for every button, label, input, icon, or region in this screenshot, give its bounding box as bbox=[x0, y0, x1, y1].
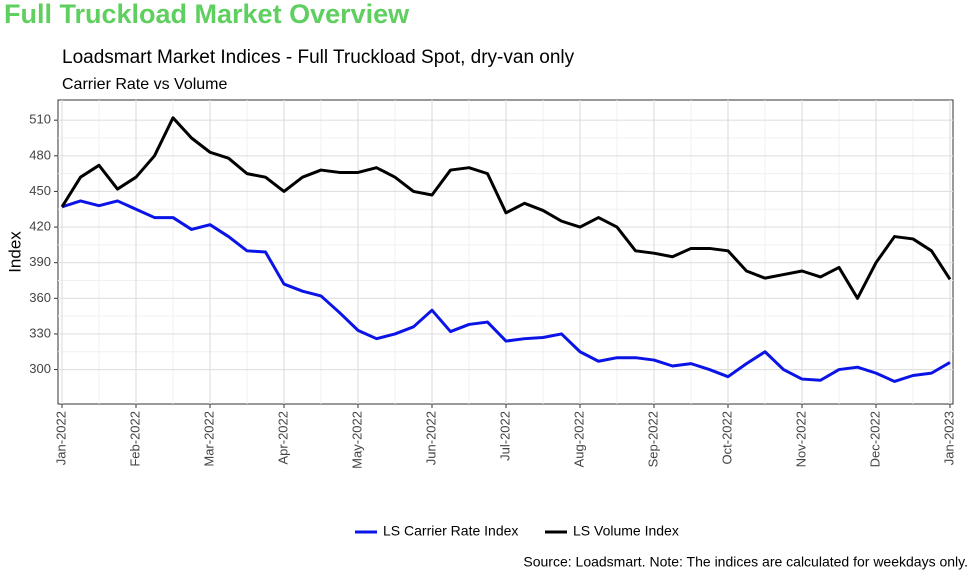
chart-title: Loadsmart Market Indices - Full Truckloa… bbox=[62, 47, 575, 68]
x-tick-label: Nov-2022 bbox=[793, 411, 808, 467]
series-line bbox=[60, 116, 952, 300]
x-tick-label: Aug-2022 bbox=[571, 411, 586, 467]
x-tick-label: Sep-2022 bbox=[645, 411, 660, 467]
chart-subtitle: Carrier Rate vs Volume bbox=[62, 76, 227, 93]
x-tick-label: Jan-2022 bbox=[53, 411, 68, 465]
x-tick-label: Oct-2022 bbox=[719, 411, 734, 464]
caption: Source: Loadsmart. Note: The indices are… bbox=[523, 554, 968, 570]
y-axis-label: Index bbox=[5, 231, 24, 273]
x-tick-label: Feb-2022 bbox=[127, 411, 142, 467]
y-tick-label: 480 bbox=[29, 147, 51, 162]
x-tick-label: May-2022 bbox=[349, 411, 364, 469]
y-tick-label: 450 bbox=[29, 183, 51, 198]
y-tick-label: 330 bbox=[29, 325, 51, 340]
y-tick-label: 300 bbox=[29, 361, 51, 376]
x-tick-label: Mar-2022 bbox=[201, 411, 216, 467]
x-tick-label: Dec-2022 bbox=[867, 411, 882, 467]
y-tick-label: 510 bbox=[29, 112, 51, 127]
x-tick-label: Jul-2022 bbox=[497, 411, 512, 461]
y-tick-label: 390 bbox=[29, 254, 51, 269]
x-tick-label: Jan-2023 bbox=[941, 411, 956, 465]
x-tick-label: Apr-2022 bbox=[275, 411, 290, 464]
x-tick-label: Jun-2022 bbox=[423, 411, 438, 465]
page-title: Full Truckload Market Overview bbox=[4, 0, 410, 29]
y-tick-label: 420 bbox=[29, 219, 51, 234]
legend-label: LS Volume Index bbox=[573, 523, 679, 539]
series-line bbox=[61, 199, 951, 383]
y-tick-label: 360 bbox=[29, 290, 51, 305]
legend-label: LS Carrier Rate Index bbox=[383, 523, 518, 539]
